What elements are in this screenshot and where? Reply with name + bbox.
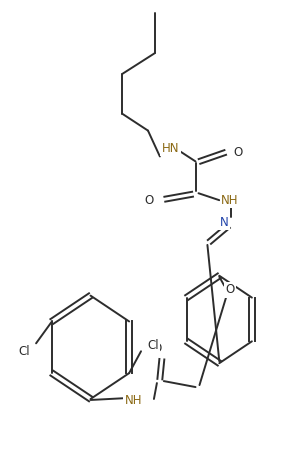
Text: O: O xyxy=(233,146,242,159)
Text: O: O xyxy=(145,194,154,207)
Text: O: O xyxy=(152,342,161,355)
Text: N: N xyxy=(220,216,228,229)
Text: O: O xyxy=(225,283,234,296)
Text: NH: NH xyxy=(125,395,142,407)
Text: Cl: Cl xyxy=(147,339,159,352)
Text: HN: HN xyxy=(162,142,179,155)
Text: Cl: Cl xyxy=(18,345,30,358)
Text: NH: NH xyxy=(221,194,239,207)
